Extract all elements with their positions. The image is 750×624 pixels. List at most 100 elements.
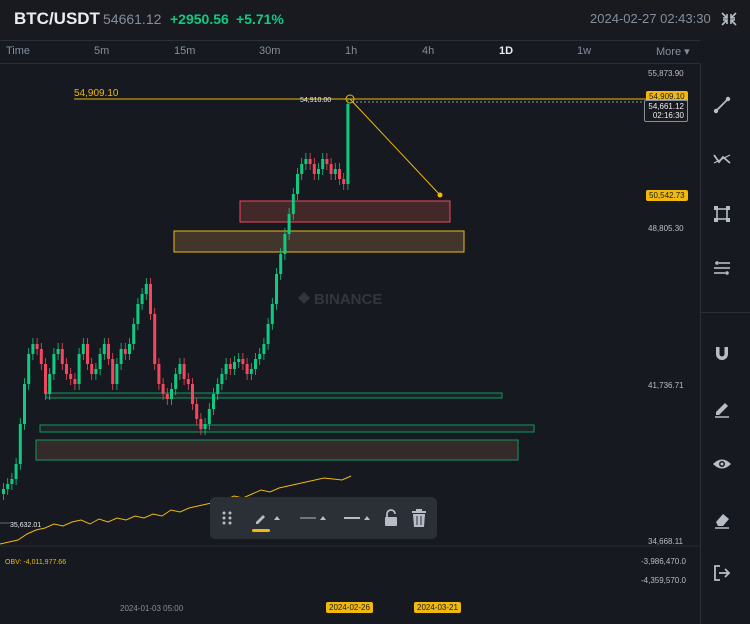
tab-1h[interactable]: 1h xyxy=(345,45,358,57)
trend-line-icon[interactable] xyxy=(711,94,733,116)
tab-4h[interactable]: 4h xyxy=(422,45,435,57)
pair-name[interactable]: BTC/USDT xyxy=(14,9,100,28)
rectangle-tool-icon[interactable] xyxy=(711,203,733,225)
drag-handle-icon[interactable] xyxy=(220,508,234,528)
candle-body xyxy=(77,354,81,384)
candle-body xyxy=(325,159,329,164)
candle-body xyxy=(165,394,169,399)
candle-body xyxy=(275,274,278,304)
candle-body xyxy=(161,384,165,394)
zone-green-3[interactable] xyxy=(35,439,519,461)
tab-30m[interactable]: 30m xyxy=(259,45,281,57)
candle-body xyxy=(241,359,245,364)
candle-body xyxy=(245,364,249,374)
candle-body xyxy=(115,364,119,384)
candle-body xyxy=(296,174,299,194)
axis-label-mid2: 41,736.71 xyxy=(648,381,684,390)
axis-label-top: 55,873.90 xyxy=(648,69,684,78)
yellow-price-tag: 54,909.10 xyxy=(646,91,688,102)
candle-body xyxy=(81,344,85,354)
candle-body xyxy=(186,379,190,384)
candle-body xyxy=(65,364,68,374)
candle-body xyxy=(52,354,56,374)
low-label: 35,632.01 xyxy=(10,522,41,529)
line-style-icon[interactable] xyxy=(342,508,374,528)
tab-time[interactable]: Time xyxy=(6,45,31,57)
candle-body xyxy=(287,214,291,234)
candle-body xyxy=(317,169,320,174)
zone-green-2[interactable] xyxy=(39,424,535,433)
candles-layer xyxy=(2,98,350,500)
candle-body xyxy=(94,369,98,374)
obv-line xyxy=(0,475,352,545)
candle-body xyxy=(144,284,148,294)
candle-body xyxy=(237,359,241,362)
trend-line[interactable] xyxy=(349,98,441,196)
candle-body xyxy=(346,104,350,184)
last-price: 54661.12 xyxy=(103,11,162,27)
obv-axis-top: -3,986,470.0 xyxy=(641,557,686,566)
candle-body xyxy=(44,364,47,394)
candle-body xyxy=(111,359,115,384)
zone-yellow[interactable] xyxy=(173,230,465,253)
magnet-icon[interactable] xyxy=(711,342,733,364)
candle-body xyxy=(170,389,173,399)
candle-body xyxy=(153,314,157,364)
candle-body xyxy=(90,364,94,374)
drawing-options-toolbar xyxy=(210,497,437,539)
pencil-icon[interactable] xyxy=(711,397,733,419)
trend-line-end-handle[interactable] xyxy=(437,192,443,198)
tab-1d[interactable]: 1D xyxy=(499,45,514,57)
candle-body xyxy=(262,344,266,354)
lock-icon[interactable] xyxy=(382,508,400,528)
candle-body xyxy=(266,324,270,344)
candle-body xyxy=(102,344,106,354)
delete-icon[interactable] xyxy=(410,508,428,528)
candle-body xyxy=(333,169,337,174)
candle-body xyxy=(224,364,228,374)
eye-icon[interactable] xyxy=(711,453,733,475)
pen-color-indicator xyxy=(252,529,270,532)
candle-body xyxy=(136,304,140,324)
candle-body xyxy=(174,374,178,389)
candle-body xyxy=(300,164,304,174)
axis-label-bottom: 34,668.11 xyxy=(648,537,683,546)
candle-body xyxy=(304,159,308,164)
candlestick-chart[interactable]: BINANCE 54,909.10 54,910.00 35,632.01 OB… xyxy=(0,64,700,624)
current-price-value: 54,661.12 xyxy=(648,102,684,111)
candle-body xyxy=(212,394,215,409)
candle-body xyxy=(207,409,211,424)
drawing-toolbar xyxy=(700,64,750,624)
candle-body xyxy=(123,349,127,354)
line-width-icon[interactable] xyxy=(298,508,330,528)
multi-line-icon[interactable] xyxy=(711,148,733,170)
trend-line-start-handle[interactable] xyxy=(345,94,355,104)
candle-body xyxy=(220,374,224,384)
zone-green-1[interactable] xyxy=(45,392,503,399)
candle-body xyxy=(10,479,14,484)
exit-icon[interactable] xyxy=(711,562,733,584)
tab-more[interactable]: More ▾ xyxy=(656,46,690,58)
candle-body xyxy=(35,344,39,349)
candle-body xyxy=(342,179,346,184)
candle-body xyxy=(182,364,186,379)
candle-body xyxy=(98,354,102,369)
candle-body xyxy=(338,169,341,179)
pen-color-icon[interactable] xyxy=(252,508,286,528)
candle-body xyxy=(27,354,31,384)
tab-5m[interactable]: 5m xyxy=(94,45,110,57)
candle-body xyxy=(39,349,43,364)
tab-15m[interactable]: 15m xyxy=(174,45,196,57)
candle-body xyxy=(6,484,10,489)
candle-body xyxy=(140,294,144,304)
candle-body xyxy=(216,384,220,394)
candle-body xyxy=(321,159,325,169)
fib-tool-icon[interactable] xyxy=(711,257,733,279)
candle-body xyxy=(119,349,123,364)
collapse-icon[interactable] xyxy=(718,9,740,29)
high-label: 54,910.00 xyxy=(300,97,331,104)
eraser-icon[interactable] xyxy=(711,508,733,530)
obv-label: OBV: -4,011,977.66 xyxy=(5,559,66,566)
zone-red[interactable] xyxy=(239,200,451,223)
tab-1w[interactable]: 1w xyxy=(577,45,592,57)
